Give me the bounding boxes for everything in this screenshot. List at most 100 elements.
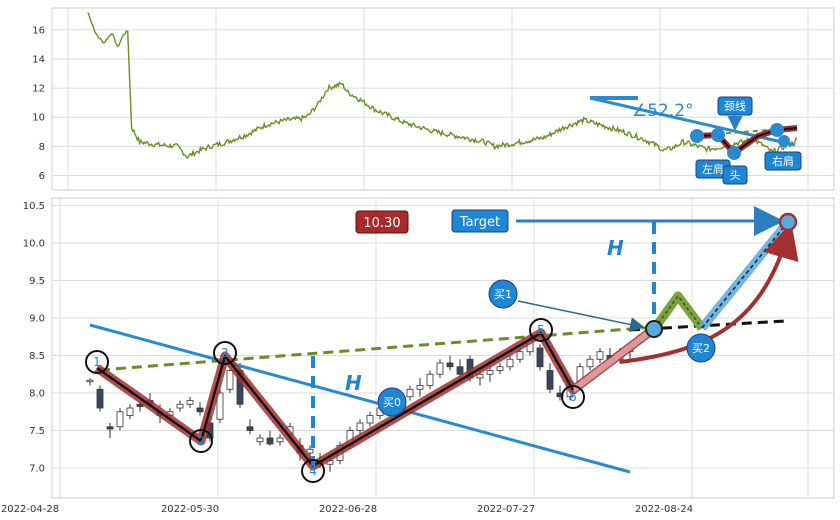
- candle: [186, 396, 194, 408]
- overview-extra-dot: [778, 135, 790, 147]
- svg-text:3: 3: [221, 346, 229, 360]
- candle: [276, 434, 284, 446]
- candle: [446, 355, 454, 371]
- candle: [196, 402, 204, 416]
- pivot-point-3: 3: [213, 341, 237, 365]
- pivot-point-2: 2: [189, 429, 213, 453]
- label-head: 头: [722, 165, 748, 185]
- candle: [86, 378, 94, 386]
- svg-text:买1: 买1: [494, 288, 512, 301]
- candle: [536, 344, 544, 371]
- svg-text:买0: 买0: [383, 396, 401, 409]
- overview-right-shoulder-dot: [770, 123, 784, 137]
- candle: [266, 430, 274, 446]
- pattern-x-tick: 2022-06-28: [319, 504, 377, 515]
- pattern-retest-pink: [571, 325, 657, 393]
- candle: [456, 359, 464, 378]
- pivot-markers: 1 2 3 4 5 6: [85, 318, 585, 483]
- candle: [226, 366, 234, 393]
- svg-text:2: 2: [197, 434, 205, 448]
- breakout-point: [645, 320, 663, 338]
- candle: [416, 378, 424, 397]
- pattern-path-core: [96, 331, 575, 468]
- height-label-left: H: [345, 371, 362, 395]
- svg-text:6: 6: [569, 390, 577, 404]
- pivot-point-1: 1: [85, 350, 109, 374]
- label-right-shoulder: 右肩: [764, 151, 802, 171]
- label-left-shoulder: 左肩: [695, 159, 731, 179]
- candle: [176, 400, 184, 412]
- pattern-y-tick: 7.5: [29, 426, 45, 437]
- overview-y-tick-labels: 6 8 10 12 14 16: [32, 25, 45, 182]
- pattern-x-tick: 2022-05-30: [161, 504, 219, 515]
- pattern-y-tick: 9.5: [29, 276, 45, 287]
- overview-price-line: [87, 12, 798, 160]
- pattern-y-tick: 7.0: [29, 464, 45, 475]
- target-point: [778, 212, 798, 232]
- pattern-x-tick-labels: 2022-04-28 2022-05-30 2022-06-28 2022-07-27…: [1, 504, 693, 515]
- svg-text:5: 5: [537, 323, 545, 337]
- candle: [126, 404, 134, 420]
- pattern-panel: 7.07.58.08.59.09.510.010.5 2022-04-28 202…: [1, 197, 835, 515]
- projection-red-curve: [619, 222, 799, 364]
- pattern-y-tick: 10.0: [23, 239, 45, 250]
- overview-neck-dot: [711, 128, 725, 142]
- overview-y-tick: 12: [32, 84, 45, 95]
- candle: [96, 385, 104, 412]
- svg-text:4: 4: [309, 464, 317, 478]
- buy2-marker: 买2: [686, 333, 716, 363]
- svg-text:Target: Target: [459, 215, 500, 230]
- candle: [246, 419, 254, 435]
- buy1-marker: 买1: [488, 279, 645, 332]
- candle: [436, 359, 444, 378]
- candle: [406, 385, 414, 401]
- candle: [506, 355, 514, 371]
- svg-text:买2: 买2: [692, 342, 710, 355]
- candle: [366, 411, 374, 427]
- candle: [106, 423, 114, 438]
- pivot-point-4: 4: [301, 459, 325, 483]
- descending-trend-line: [89, 323, 631, 474]
- overview-panel: 6 8 10 12 14 16 ∠52.2° 颈线 左肩 头 右肩: [32, 7, 835, 191]
- overview-y-tick: 8: [39, 142, 45, 153]
- candle: [426, 370, 434, 390]
- angle-label: ∠52.2°: [632, 101, 694, 121]
- projection-zigzag-core: [654, 294, 703, 329]
- candle: [216, 389, 224, 423]
- candle: [546, 363, 554, 393]
- overview-y-tick: 16: [32, 25, 45, 36]
- svg-text:1: 1: [93, 355, 101, 369]
- price-badge: 10.30: [355, 210, 409, 234]
- svg-text:左肩: 左肩: [702, 162, 724, 176]
- candle: [496, 363, 504, 375]
- pattern-x-tick: 2022-08-24: [635, 504, 693, 515]
- height-label-right: H: [607, 236, 624, 260]
- overview-head-dot: [727, 146, 741, 160]
- pattern-y-tick: 10.5: [23, 201, 45, 212]
- candle: [486, 366, 494, 382]
- candle: [586, 355, 594, 371]
- pattern-y-tick: 9.0: [29, 314, 45, 325]
- target-badge: Target: [451, 209, 509, 233]
- pattern-y-tick: 8.5: [29, 351, 45, 362]
- pivot-point-5: 5: [529, 318, 553, 342]
- pattern-x-tick: 2022-07-27: [477, 504, 535, 515]
- pivot-point-6: 6: [561, 385, 585, 409]
- svg-text:头: 头: [730, 169, 741, 182]
- svg-text:10.30: 10.30: [363, 216, 400, 231]
- candle: [256, 434, 264, 446]
- candle: [116, 408, 124, 431]
- overview-y-tick: 14: [32, 54, 45, 65]
- buy0-marker: 买0: [377, 387, 407, 417]
- svg-text:右肩: 右肩: [772, 154, 794, 168]
- candle: [596, 348, 604, 363]
- neckline-green: [99, 325, 656, 372]
- candle: [356, 419, 364, 435]
- svg-text:颈线: 颈线: [724, 99, 746, 113]
- pattern-y-tick: 8.0: [29, 389, 45, 400]
- candle: [516, 348, 524, 363]
- label-neckline: 颈线: [717, 96, 753, 131]
- overview-y-tick: 6: [39, 171, 45, 182]
- pattern-x-tick: 2022-04-28: [1, 504, 59, 515]
